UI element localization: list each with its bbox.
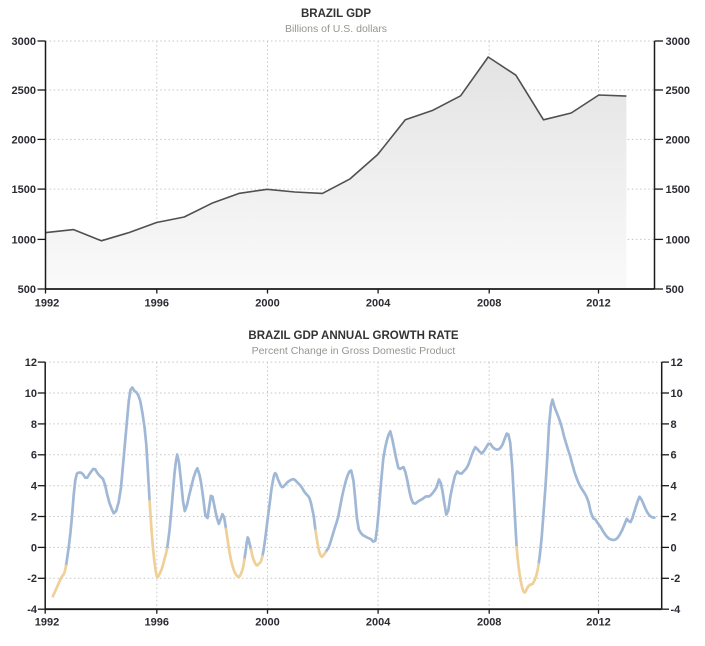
svg-text:6: 6 <box>31 450 37 462</box>
svg-text:1500: 1500 <box>12 184 36 196</box>
svg-text:3000: 3000 <box>12 36 36 48</box>
svg-text:12: 12 <box>671 357 683 369</box>
svg-text:0: 0 <box>31 542 37 554</box>
svg-text:500: 500 <box>666 284 684 296</box>
svg-text:Percent Change in Gross Domest: Percent Change in Gross Domestic Product <box>252 345 456 357</box>
svg-text:2000: 2000 <box>666 134 690 146</box>
svg-text:2012: 2012 <box>586 617 610 629</box>
svg-text:12: 12 <box>25 357 37 369</box>
svg-text:1992: 1992 <box>35 617 59 629</box>
svg-text:6: 6 <box>671 450 677 462</box>
svg-text:10: 10 <box>671 388 683 400</box>
svg-text:4: 4 <box>671 481 678 493</box>
svg-text:2000: 2000 <box>12 134 36 146</box>
svg-text:Billions of U.S. dollars: Billions of U.S. dollars <box>285 23 387 35</box>
svg-text:1500: 1500 <box>666 184 690 196</box>
svg-text:2500: 2500 <box>12 85 36 97</box>
svg-text:1996: 1996 <box>145 298 169 310</box>
svg-text:1996: 1996 <box>145 617 169 629</box>
svg-text:-2: -2 <box>671 573 681 585</box>
svg-text:1000: 1000 <box>12 234 36 246</box>
svg-text:8: 8 <box>671 419 677 431</box>
svg-text:10: 10 <box>25 388 37 400</box>
svg-text:2008: 2008 <box>477 298 501 310</box>
svg-text:8: 8 <box>31 419 37 431</box>
svg-text:1992: 1992 <box>35 298 59 310</box>
svg-text:BRAZIL GDP: BRAZIL GDP <box>301 8 371 20</box>
svg-text:4: 4 <box>31 481 38 493</box>
svg-text:2004: 2004 <box>366 298 391 310</box>
svg-text:-2: -2 <box>27 573 37 585</box>
svg-text:-4: -4 <box>671 604 682 616</box>
svg-text:0: 0 <box>671 542 677 554</box>
svg-text:2000: 2000 <box>255 298 279 310</box>
svg-text:1000: 1000 <box>666 234 690 246</box>
svg-text:2000: 2000 <box>255 617 279 629</box>
svg-text:2: 2 <box>671 511 677 523</box>
svg-text:2: 2 <box>31 511 37 523</box>
svg-text:2004: 2004 <box>366 617 391 629</box>
svg-text:2500: 2500 <box>666 85 690 97</box>
svg-text:3000: 3000 <box>666 36 690 48</box>
svg-text:BRAZIL GDP ANNUAL GROWTH RATE: BRAZIL GDP ANNUAL GROWTH RATE <box>248 330 459 342</box>
svg-text:-4: -4 <box>27 604 38 616</box>
svg-text:500: 500 <box>18 284 36 296</box>
svg-text:2012: 2012 <box>586 298 610 310</box>
svg-text:2008: 2008 <box>477 617 501 629</box>
